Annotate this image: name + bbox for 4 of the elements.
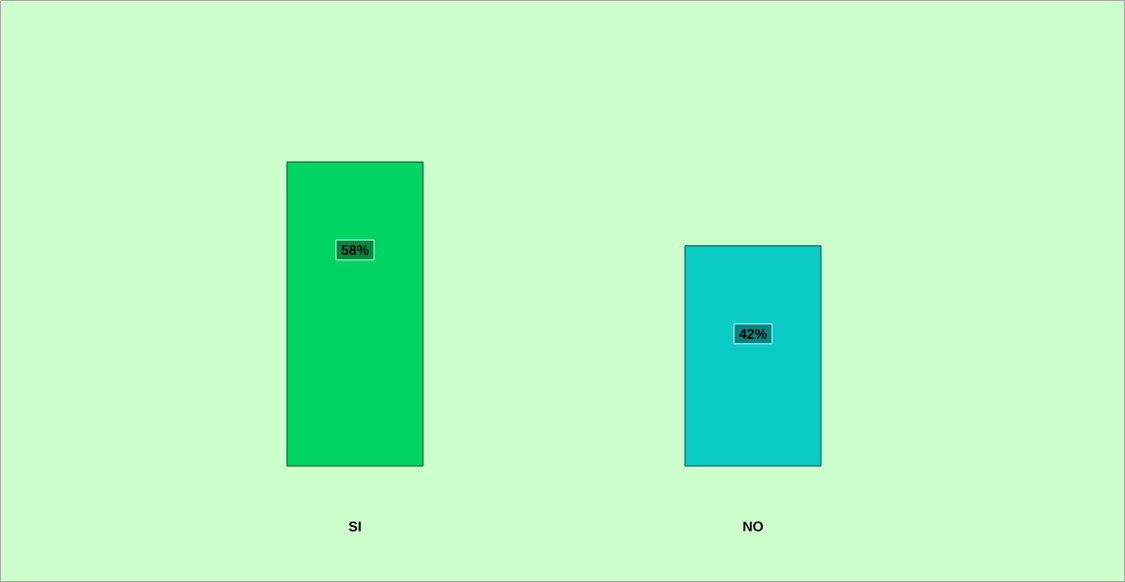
x-tick-label: SI [348,521,361,532]
x-tick-label: NO [743,521,763,532]
data-label: 42% [739,328,767,339]
data-label: 58% [341,245,369,255]
